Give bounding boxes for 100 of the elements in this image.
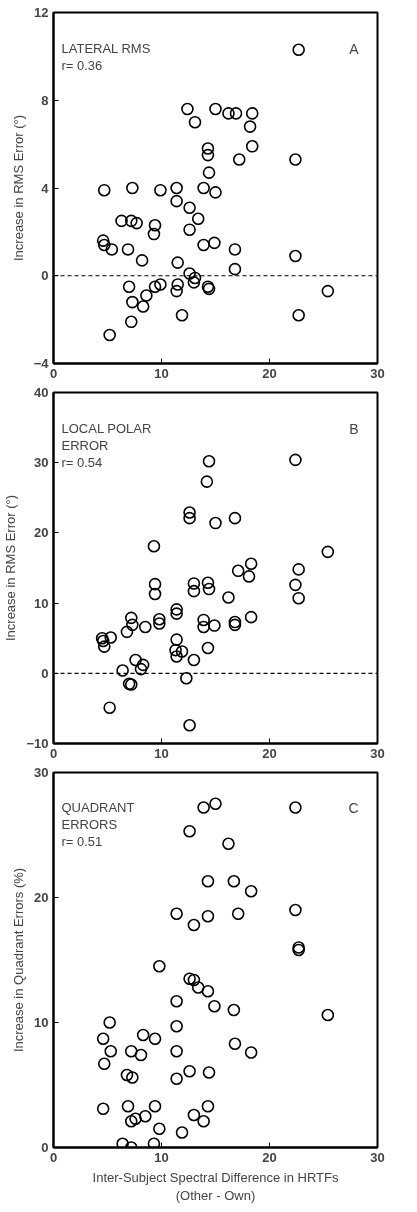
point (183, 223, 196, 236)
point (170, 603, 183, 616)
point (170, 650, 183, 663)
point (139, 1109, 152, 1123)
point (136, 1028, 150, 1042)
point (175, 308, 189, 322)
point (170, 181, 183, 195)
point (292, 308, 305, 322)
point (292, 43, 305, 57)
point (228, 511, 242, 525)
point (104, 631, 118, 644)
point (197, 801, 210, 814)
point (97, 1057, 111, 1071)
point (187, 276, 201, 289)
point (209, 797, 222, 811)
point (208, 236, 221, 250)
point (124, 1044, 138, 1058)
point (201, 909, 215, 923)
point (136, 658, 150, 672)
point (187, 653, 201, 667)
point (170, 194, 183, 208)
point (289, 903, 302, 917)
point (289, 578, 302, 592)
point (103, 701, 116, 714)
point (103, 328, 116, 342)
point (116, 1137, 129, 1148)
point (170, 1072, 183, 1086)
point (289, 153, 302, 166)
point (245, 107, 259, 120)
y-tick-label: 30 (34, 765, 49, 780)
point (289, 249, 302, 263)
point (171, 256, 184, 269)
point (187, 918, 201, 932)
point (227, 874, 241, 888)
point (201, 874, 215, 888)
point (183, 201, 196, 215)
point (154, 278, 167, 291)
point (134, 662, 148, 676)
point (201, 1099, 215, 1113)
point (148, 1032, 162, 1046)
point (124, 611, 138, 625)
y-tick-label: 12 (34, 5, 49, 20)
point (134, 1048, 148, 1062)
point (170, 633, 183, 646)
point (135, 254, 149, 267)
point (175, 1126, 189, 1139)
x-tick-label: 10 (154, 745, 169, 761)
point (208, 619, 221, 632)
x-tick-label: 30 (370, 745, 385, 761)
point (126, 295, 139, 309)
point (154, 183, 167, 197)
point (124, 1114, 138, 1128)
point (130, 216, 143, 230)
annotation: r= 0.54 (61, 454, 103, 470)
point (104, 1044, 118, 1058)
point (126, 1071, 139, 1084)
point (202, 455, 216, 468)
point (222, 107, 235, 120)
x-tick-label: 30 (370, 365, 385, 381)
point (183, 718, 196, 732)
point (175, 645, 189, 658)
point (187, 584, 201, 598)
point (191, 212, 205, 225)
point (222, 591, 235, 604)
point (153, 617, 166, 630)
point (97, 640, 111, 653)
point (292, 591, 305, 605)
y-tick-label: 20 (34, 525, 49, 541)
point (170, 907, 183, 921)
annotation: A (349, 40, 360, 57)
point (121, 243, 135, 256)
x-tick-label: 20 (262, 745, 277, 761)
point (201, 142, 215, 155)
point (116, 664, 129, 677)
point (97, 238, 111, 252)
point (140, 289, 153, 302)
point (170, 994, 183, 1008)
point (244, 1046, 258, 1059)
point (321, 1008, 335, 1022)
point (97, 183, 111, 197)
point (120, 1068, 134, 1082)
point (228, 1037, 242, 1051)
y-tick-label: −10 (26, 736, 49, 751)
point (183, 506, 196, 519)
point (201, 984, 215, 998)
point (244, 610, 258, 624)
point (147, 227, 161, 241)
point (170, 1019, 183, 1033)
x-tick-label: 30 (370, 1149, 385, 1165)
point (153, 959, 166, 973)
point (197, 620, 210, 634)
point (153, 1122, 166, 1136)
point (96, 234, 110, 247)
point (197, 238, 210, 252)
point (229, 107, 243, 120)
y-tick-label: 20 (34, 890, 49, 905)
point (187, 577, 201, 590)
point (202, 582, 216, 596)
point (244, 884, 258, 898)
y-tick-label: 30 (34, 455, 49, 471)
